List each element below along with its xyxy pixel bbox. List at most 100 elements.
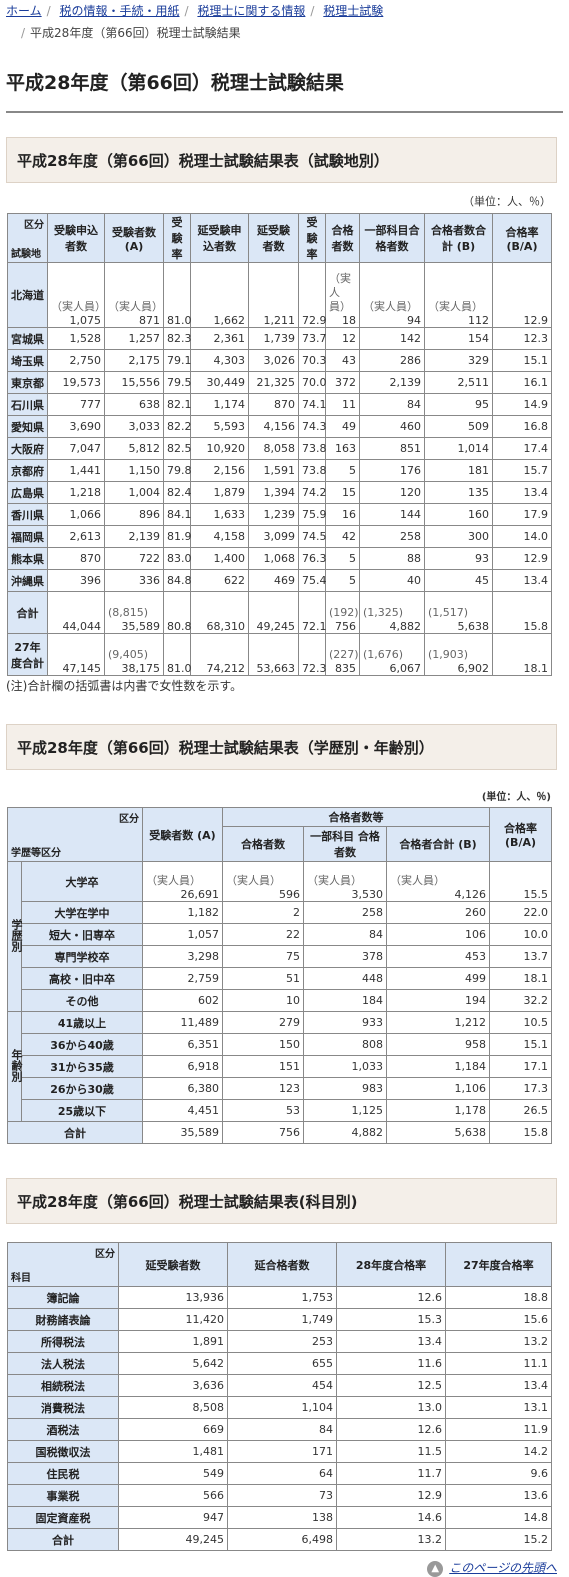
table-cell: 49,245 xyxy=(118,1528,228,1551)
table-cell: 74.3 xyxy=(298,415,327,438)
cell-note: （実人員） xyxy=(51,300,106,313)
table-cell: 566 xyxy=(118,1484,228,1507)
table-cell: 509 xyxy=(424,415,493,438)
breadcrumb-link-home[interactable]: ホーム xyxy=(6,4,42,18)
cell-value: 2,175 xyxy=(128,354,161,367)
cell-value: 18.8 xyxy=(523,1291,549,1304)
table-cell: （実人員） 871 xyxy=(104,262,164,328)
cell-value: 73.8 xyxy=(302,464,327,477)
table-cell: 1,066 xyxy=(47,503,105,526)
table-cell: 12.6 xyxy=(336,1286,446,1309)
table-cell: 75.4 xyxy=(298,569,327,592)
row-header: 愛知県 xyxy=(7,415,48,438)
cell-value: 82.3 xyxy=(167,332,192,345)
table-row: 香川県 1,066 896 84.1 1,633 1,239 75.9 16 144 160 17.… xyxy=(7,503,552,526)
column-group-header: 合格者数等 xyxy=(221,807,491,827)
cell-value: 49,245 xyxy=(256,620,296,633)
table-row: 熊本県 870 722 83.0 1,400 1,068 76.3 5 88 93 12.9 xyxy=(7,547,552,570)
cell-value: 120 xyxy=(400,486,421,499)
cell-value: 93 xyxy=(475,552,489,565)
table-cell: 372 xyxy=(325,371,360,394)
table-row: 事業税 566 73 12.9 13.6 xyxy=(7,1484,552,1507)
cell-note: (9,405) xyxy=(108,648,149,661)
table-cell: （実人員） 1,075 xyxy=(47,262,106,328)
cell-value: 51 xyxy=(286,972,300,985)
table-cell: 82.5 xyxy=(163,437,192,460)
column-header: 一部科目合格者数 xyxy=(359,213,425,263)
cell-value: 47,145 xyxy=(62,662,102,675)
table-cell: 88 xyxy=(359,547,425,570)
cell-value: 12.9 xyxy=(523,552,549,565)
table-cell: 378 xyxy=(303,945,387,968)
row-header: 短大・旧専卒 xyxy=(21,923,143,946)
cell-value: 11.6 xyxy=(417,1357,443,1370)
cell-value: 13.4 xyxy=(523,1379,549,1392)
cell-value: 184 xyxy=(362,994,383,1007)
table-cell: 870 xyxy=(248,393,299,416)
cell-value: 74,212 xyxy=(206,662,246,675)
table-row-prev: 27年度合計 47,145 (9,405) 38,175 81.0 74,212 53,66… xyxy=(7,633,552,676)
table-cell: 22.0 xyxy=(489,901,553,924)
cell-value: 74.3 xyxy=(302,420,327,433)
table-cell: 79.8 xyxy=(163,459,192,482)
cell-value: 756 xyxy=(279,1126,300,1139)
cell-value: 84 xyxy=(369,928,383,941)
cell-value: 15.1 xyxy=(523,1038,549,1051)
table-cell: 4,158 xyxy=(190,525,249,548)
cell-value: 106 xyxy=(465,928,487,941)
table-row: 広島県 1,218 1,004 82.4 1,879 1,394 74.2 15 120 135 1… xyxy=(7,481,552,504)
table-row: 相続税法 3,636 454 12.5 13.4 xyxy=(7,1374,552,1397)
table-cell: 194 xyxy=(385,989,491,1012)
row-header: 埼玉県 xyxy=(7,349,48,372)
cell-value: 13.2 xyxy=(417,1533,443,1546)
table-cell: 870 xyxy=(47,547,105,570)
cell-value: 286 xyxy=(400,354,421,367)
row-header: 熊本県 xyxy=(7,547,48,570)
cell-value: 16.1 xyxy=(523,376,549,389)
table-cell: 13.2 xyxy=(336,1528,446,1551)
table-cell: 154 xyxy=(424,327,493,350)
row-group-header: 学歴別 xyxy=(7,861,23,1012)
breadcrumb-link-exam[interactable]: 税理士試験 xyxy=(323,4,384,18)
table-cell: 11.9 xyxy=(445,1418,552,1441)
table-cell: 4,156 xyxy=(248,415,299,438)
cell-value: 12 xyxy=(342,332,356,345)
cell-value: 75 xyxy=(286,950,300,963)
table-row: 大阪府 7,047 5,812 82.5 10,920 8,058 73.8 163 851 1,… xyxy=(7,437,552,460)
table-cell: 15.2 xyxy=(445,1528,552,1551)
cell-value: 32.2 xyxy=(523,994,549,1007)
table-cell: 16.8 xyxy=(492,415,552,438)
cell-value: 74.5 xyxy=(302,530,327,543)
breadcrumb-link-tax-accountant-info[interactable]: 税理士に関する情報 xyxy=(197,4,306,18)
footnote: (注)合計欄の括弧書は内書で女性数を示す。 xyxy=(6,679,243,693)
table-cell: 300 xyxy=(424,525,493,548)
table-cell: 93 xyxy=(424,547,493,570)
table-cell: 30,449 xyxy=(190,371,249,394)
cell-value: 81.0 xyxy=(167,662,192,675)
cell-value: 171 xyxy=(312,1445,333,1458)
cell-value: 469 xyxy=(274,574,295,587)
cell-value: 11,489 xyxy=(180,1016,220,1029)
table-cell: 286 xyxy=(359,349,425,372)
unit-label: (単位：人、％) xyxy=(481,792,551,803)
table-cell: 2,139 xyxy=(104,525,164,548)
cell-value: 11.9 xyxy=(523,1423,549,1436)
table-cell: 84 xyxy=(359,393,425,416)
cell-value: 15.7 xyxy=(523,464,549,477)
cell-value: 2,156 xyxy=(213,464,246,477)
cell-value: 372 xyxy=(335,376,356,389)
cell-value: 4,451 xyxy=(187,1104,220,1117)
table-cell: (227) 835 xyxy=(325,633,360,676)
breadcrumb-link-tax-info[interactable]: 税の情報・手続・用紙 xyxy=(59,4,180,18)
cell-value: 42 xyxy=(342,530,356,543)
cell-value: 15,556 xyxy=(121,376,161,389)
back-to-top-link[interactable]: このページの先頭へ xyxy=(449,1561,557,1575)
table-cell: 1,150 xyxy=(104,459,164,482)
table-row: 石川県 777 638 82.1 1,174 870 74.1 11 84 95 14.9 xyxy=(7,393,552,416)
table-cell: 11,420 xyxy=(118,1308,228,1331)
table-cell: 82.4 xyxy=(163,481,192,504)
table-row: 東京都 19,573 15,556 79.5 30,449 21,325 70.0 372 2,… xyxy=(7,371,552,394)
table-cell: 638 xyxy=(104,393,164,416)
table-cell: 9.6 xyxy=(445,1462,552,1485)
table-cell: 669 xyxy=(118,1418,228,1441)
